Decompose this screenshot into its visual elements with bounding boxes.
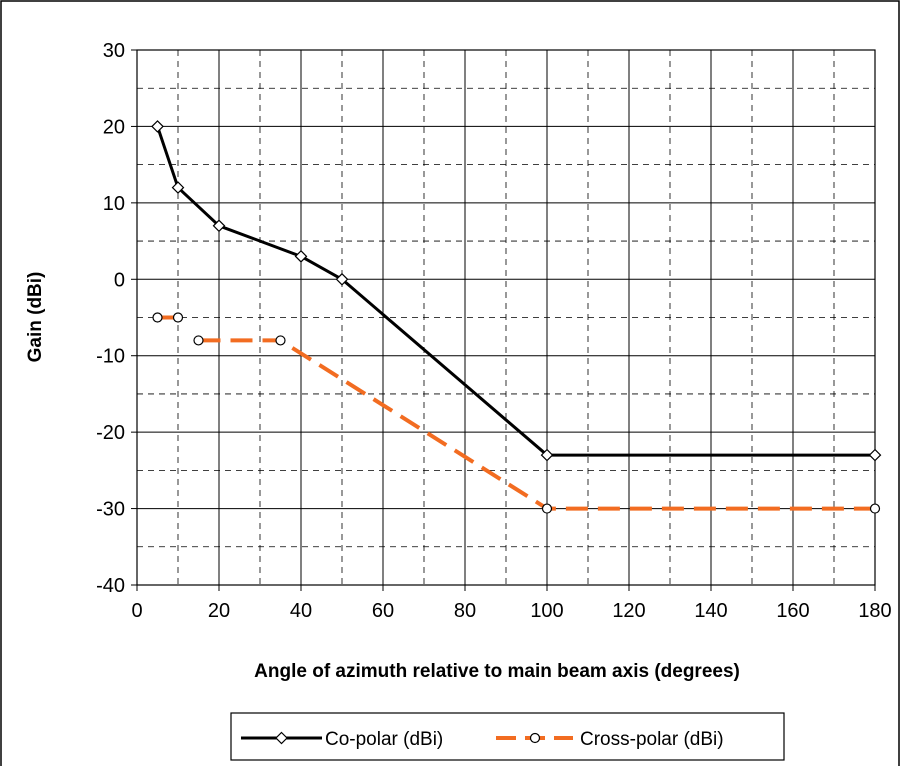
series-crosspolar xyxy=(152,312,881,514)
series-copolar xyxy=(151,120,882,462)
x-tick-label: 180 xyxy=(858,600,891,622)
data-point-marker xyxy=(541,503,553,514)
y-tick-label: -40 xyxy=(96,575,125,597)
x-axis-ticks: 0 20 40 60 80 100 120 140 160 180 xyxy=(131,585,892,622)
x-tick-label: 140 xyxy=(694,600,727,622)
y-axis-ticks: 30 20 10 0 -10 -20 -30 -40 xyxy=(96,40,137,597)
x-tick-label: 60 xyxy=(372,600,394,622)
data-point-marker xyxy=(152,312,163,323)
series-layer xyxy=(151,120,882,514)
y-tick-label: -10 xyxy=(96,346,125,368)
y-tick-label: 10 xyxy=(103,193,125,215)
legend-copolar-label: Co-polar (dBi) xyxy=(325,729,443,750)
x-axis-title: Angle of azimuth relative to main beam a… xyxy=(254,661,740,682)
x-tick-label: 160 xyxy=(776,600,809,622)
data-point-marker xyxy=(212,219,226,233)
y-tick-label: 30 xyxy=(103,40,125,62)
data-point-marker xyxy=(151,120,164,133)
x-tick-label: 100 xyxy=(530,600,563,622)
legend-crosspolar-marker xyxy=(529,732,541,744)
data-point-marker xyxy=(868,448,882,462)
data-point-marker xyxy=(869,503,881,514)
y-axis-title: Gain (dBi) xyxy=(25,272,46,363)
data-point-marker xyxy=(171,181,185,194)
y-tick-label: 0 xyxy=(114,269,125,291)
legend: Co-polar (dBi) Cross-polar (dBi) xyxy=(230,712,785,761)
x-tick-label: 120 xyxy=(612,600,645,622)
minor-grid xyxy=(137,50,875,585)
data-point-marker xyxy=(193,335,204,346)
data-point-marker xyxy=(294,250,308,263)
x-tick-label: 0 xyxy=(131,600,142,622)
x-tick-label: 80 xyxy=(454,600,476,622)
y-tick-label: -20 xyxy=(96,422,125,444)
data-point-marker xyxy=(540,448,554,462)
plot-area-border xyxy=(136,49,876,586)
data-point-marker xyxy=(172,312,184,323)
y-tick-label: -30 xyxy=(96,499,125,521)
legend-crosspolar-label: Cross-polar (dBi) xyxy=(580,729,724,750)
legend-copolar-marker xyxy=(275,731,288,745)
x-tick-label: 40 xyxy=(290,600,312,622)
y-tick-label: 20 xyxy=(103,116,125,138)
data-point-marker xyxy=(275,335,286,346)
series-line xyxy=(198,338,875,511)
data-point-marker xyxy=(335,272,349,286)
x-tick-label: 20 xyxy=(208,600,230,622)
